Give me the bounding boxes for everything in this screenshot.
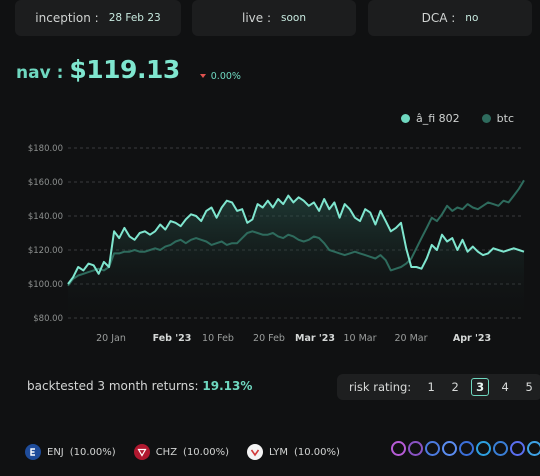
fund-dot-icon — [400, 114, 410, 123]
holding-lym-symbol: LYM — [268, 446, 288, 458]
y-tick-label: $80.00 — [33, 314, 63, 324]
holding-chz-pct: (10.00%) — [183, 446, 229, 458]
fund-area — [68, 195, 524, 318]
risk-label: risk rating: — [349, 380, 412, 394]
protocol-icon-6[interactable] — [476, 441, 491, 456]
y-tick-label: $160.00 — [28, 178, 63, 188]
risk-option-1[interactable]: 1 — [427, 380, 435, 394]
live-value: soon — [281, 12, 306, 24]
holding-lym[interactable]: LYM (10.00%) — [246, 444, 340, 460]
protocol-icon-7[interactable] — [493, 441, 508, 456]
chart-legend: â_fi 802 btc — [400, 112, 514, 125]
backtest-returns: backtested 3 month returns: 19.13% — [27, 379, 252, 393]
y-tick-label: $120.00 — [28, 246, 63, 256]
nav-label: nav : — [16, 63, 64, 83]
y-tick-label: $180.00 — [28, 144, 63, 154]
protocol-icon-5[interactable] — [459, 441, 474, 456]
x-tick-label: 20 Jan — [96, 333, 126, 344]
dca-label: DCA : — [421, 11, 456, 25]
holding-chz[interactable]: CHZ (10.00%) — [133, 444, 229, 460]
legend-btc-label: btc — [496, 112, 514, 125]
x-tick-label: 20 Mar — [394, 333, 427, 344]
holding-enj[interactable]: ENJ (10.00%) — [25, 444, 116, 460]
fund-series-line — [67, 194, 525, 285]
risk-option-4[interactable]: 4 — [501, 380, 509, 394]
down-arrow-icon — [199, 74, 206, 78]
legend-fund-label: â_fi 802 — [415, 112, 460, 125]
inception-label: inception : — [35, 11, 99, 25]
inception-value: 28 Feb 23 — [108, 12, 161, 24]
risk-option-3[interactable]: 3 — [471, 378, 490, 396]
inception-stat: inception : 28 Feb 23 — [15, 0, 181, 36]
live-label: live : — [242, 11, 272, 25]
holding-lym-pct: (10.00%) — [293, 446, 340, 458]
x-tick-label: Apr '23 — [453, 333, 491, 344]
x-tick-label: 10 Mar — [343, 333, 376, 344]
protocol-icon-2[interactable] — [408, 441, 423, 456]
y-tick-label: $140.00 — [28, 212, 63, 222]
protocol-icon-4[interactable] — [442, 441, 457, 456]
live-stat: live : soon — [192, 0, 356, 36]
nav-value: $119.13 — [69, 55, 180, 84]
protocol-icons — [391, 441, 540, 456]
legend-item-btc[interactable]: btc — [481, 112, 514, 125]
protocol-icon-3[interactable] — [425, 441, 440, 456]
btc-series-line — [67, 179, 525, 287]
holding-enj-symbol: ENJ — [47, 446, 64, 458]
holdings-list: ENJ (10.00%) CHZ (10.00%) LYM (10.00%) — [25, 444, 340, 460]
dca-value: no — [465, 12, 479, 24]
risk-option-5[interactable]: 5 — [525, 380, 533, 394]
nav-change-value: 0.00% — [210, 70, 241, 82]
nav-chart[interactable]: $180.00 $160.00 $140.00 $120.00 $100.00 $80.0… — [0, 138, 540, 350]
x-tick-label: Mar '23 — [295, 333, 335, 344]
legend-item-fund[interactable]: â_fi 802 — [400, 112, 460, 125]
x-tick-label: Feb '23 — [153, 333, 192, 344]
protocol-icon-9[interactable] — [527, 441, 540, 456]
returns-value: 19.13% — [202, 379, 253, 393]
nav-change: 0.00% — [199, 70, 241, 82]
nav-row: nav : $119.13 0.00% — [16, 55, 241, 84]
returns-label: backtested 3 month returns: — [27, 379, 199, 393]
lym-token-icon — [246, 444, 263, 460]
protocol-icon-8[interactable] — [510, 441, 525, 456]
risk-rating: risk rating: 1 2 3 4 5 — [337, 374, 540, 400]
x-tick-label: 20 Feb — [253, 333, 285, 344]
enj-token-icon — [25, 444, 41, 460]
x-tick-label: 10 Feb — [202, 333, 234, 344]
dca-stat: DCA : no — [368, 0, 532, 36]
chz-token-icon — [133, 444, 150, 460]
btc-dot-icon — [481, 114, 491, 123]
y-tick-label: $100.00 — [28, 280, 63, 290]
holding-chz-symbol: CHZ — [155, 446, 178, 458]
risk-option-2[interactable]: 2 — [451, 380, 459, 394]
protocol-icon-1[interactable] — [391, 441, 406, 456]
holding-enj-pct: (10.00%) — [69, 446, 116, 458]
